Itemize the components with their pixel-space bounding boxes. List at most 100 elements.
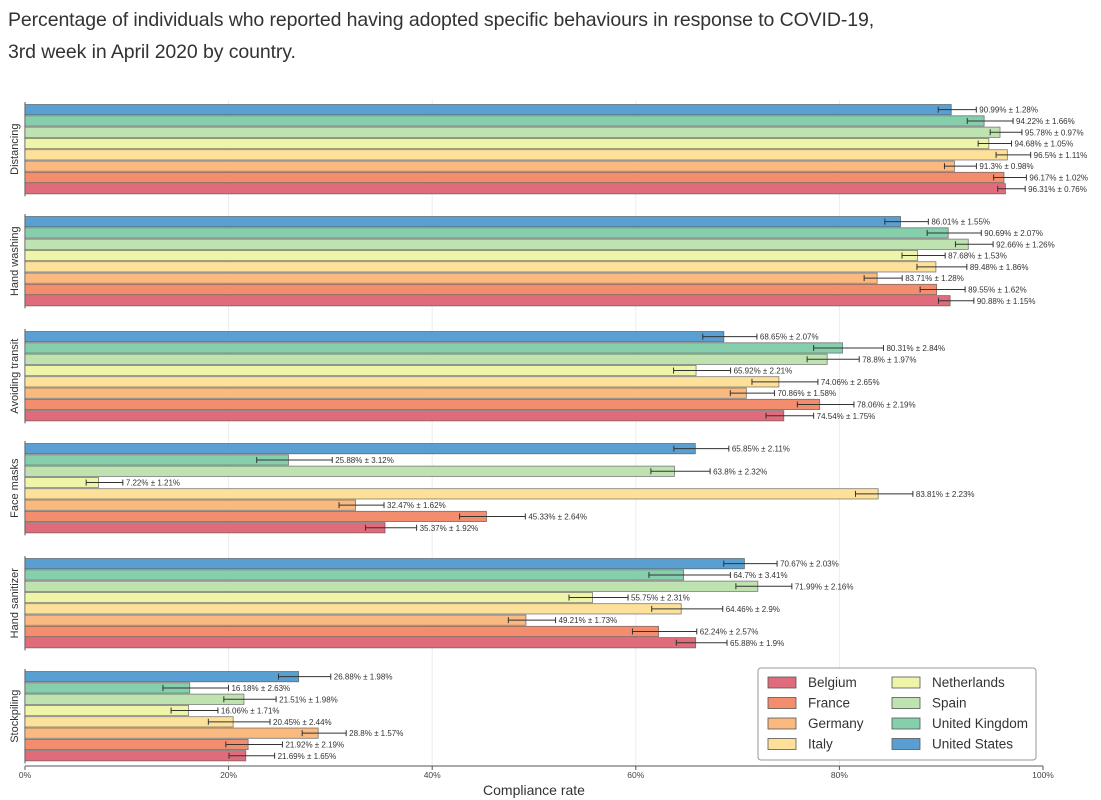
bar-face-masks-italy [24,488,879,500]
bar-hand-washing-italy [24,261,937,273]
data-label: 92.66% ± 1.26% [996,240,1055,249]
legend-label: United Kingdom [932,716,1028,731]
bar-group-germany: 70.86% ± 1.58% [24,387,836,399]
bar-distancing-france [24,171,1005,184]
legend-item-netherlands: Netherlands [891,675,1005,690]
bar-group-belgium: 96.31% ± 0.76% [24,183,1087,195]
legend-swatch [891,697,921,709]
bar-distancing-united-kingdom [24,115,985,127]
data-label: 21.69% ± 1.65% [278,752,337,761]
panel-label-avoiding-transit: Avoiding transit [9,339,21,414]
bar-group-france: 89.55% ± 1.62% [24,283,1027,295]
data-label: 49.21% ± 1.73% [559,616,618,625]
bar-hand-sanitizer-netherlands [24,592,593,604]
legend: Belgium France Germany Italy Netherlands Spai… [757,667,1037,761]
data-label: 94.22% ± 1.66% [1016,117,1075,126]
bar-group-italy: 83.81% ± 2.23% [24,488,975,500]
data-label: 78.06% ± 2.19% [857,400,916,409]
bar-group-netherlands: 16.06% ± 1.71% [24,705,280,717]
bar-hand-washing-united-kingdom [24,227,949,239]
bar-hand-sanitizer-france [24,625,660,637]
chart-title-line-1: Percentage of individuals who reported h… [8,9,875,31]
legend-swatch [767,738,797,750]
data-label: 94.68% ± 1.05% [1015,140,1074,149]
panel-distancing: Distancing 90.99% ± 1.28% 94.22% ± 1.66% 95… [9,102,1088,197]
legend-label: France [808,696,850,711]
data-label: 64.7% ± 3.41% [733,571,787,580]
bar-hand-sanitizer-united-states [24,558,745,570]
data-label: 62.24% ± 2.57% [700,627,759,636]
legend-label: Spain [932,696,967,711]
bar-group-united-kingdom: 64.7% ± 3.41% [24,569,788,581]
data-label: 87.68% ± 1.53% [948,252,1007,261]
bar-group-belgium: 21.69% ± 1.65% [24,750,337,762]
legend-swatch [891,717,921,730]
bar-group-belgium: 74.54% ± 1.75% [24,410,876,422]
data-label: 63.8% ± 2.32% [713,467,767,476]
data-label: 80.31% ± 2.84% [886,344,945,353]
bar-avoiding-transit-belgium [24,410,785,422]
bar-group-germany: 28.8% ± 1.57% [24,727,403,739]
grid-lines [228,100,840,766]
legend-item-italy: Italy [767,737,833,752]
data-label: 91.3% ± 0.98% [979,162,1033,171]
data-label: 21.51% ± 1.98% [279,695,338,704]
data-label: 16.18% ± 2.63% [231,684,290,693]
bar-stockpiling-netherlands [24,705,189,717]
bar-hand-sanitizer-belgium [24,637,697,649]
bar-stockpiling-belgium [24,750,247,762]
panel-label-stockpiling: Stockpiling [9,690,21,743]
data-label: 26.88% ± 1.98% [334,673,393,682]
data-label: 90.99% ± 1.28% [979,106,1038,115]
data-label: 96.31% ± 0.76% [1028,185,1087,194]
legend-item-united-states: United States [891,737,1013,752]
x-tick-label: 0% [19,770,32,780]
panel-face-masks: Face masks 65.85% ± 2.11% 25.88% ± 3.12% 63… [9,441,975,536]
bar-distancing-netherlands [24,137,990,150]
bar-hand-sanitizer-united-kingdom [24,569,685,581]
panel-label-hand-washing: Hand washing [9,226,21,296]
bar-group-netherlands: 87.68% ± 1.53% [24,249,1007,262]
bar-group-spain: 63.8% ± 2.32% [24,465,767,477]
legend-label: United States [932,737,1013,752]
bar-avoiding-transit-italy [24,376,780,388]
data-label: 83.81% ± 2.23% [916,490,975,499]
panel-label-face-masks: Face masks [9,458,21,518]
bar-group-spain: 95.78% ± 0.97% [24,126,1084,138]
x-axis: 0% 20% 40% 60% 80% 100% Compliance rate [19,765,1054,798]
data-label: 21.92% ± 2.19% [285,740,344,749]
data-label: 74.54% ± 1.75% [817,412,876,421]
bar-group-france: 21.92% ± 2.19% [24,738,344,750]
bar-stockpiling-italy [24,716,234,728]
panel-label-hand-sanitizer: Hand sanitizer [9,568,21,639]
x-tick-label: 40% [424,770,441,780]
bar-group-germany: 83.71% ± 1.28% [24,272,964,284]
bar-group-united-kingdom: 94.22% ± 1.66% [24,115,1075,127]
bar-group-france: 45.33% ± 2.64% [24,510,587,522]
legend-item-france: France [767,696,850,711]
data-label: 96.17% ± 1.02% [1029,173,1088,182]
data-label: 32.47% ± 1.62% [387,501,446,510]
data-label: 70.86% ± 1.58% [777,389,836,398]
data-label: 96.5% ± 1.11% [1034,151,1088,160]
bar-hand-sanitizer-italy [24,603,682,615]
bar-face-masks-france [24,510,487,522]
bar-group-italy: 96.5% ± 1.11% [24,149,1088,161]
bar-stockpiling-france [24,738,249,750]
data-label: 90.88% ± 1.15% [977,297,1036,306]
bar-group-united-states: 86.01% ± 1.55% [24,216,990,228]
panel-hand-washing: Hand washing 86.01% ± 1.55% 90.69% ± 2.07%… [9,214,1055,309]
bar-distancing-belgium [24,183,1006,195]
bar-group-italy: 74.06% ± 2.65% [24,376,880,388]
bar-hand-washing-germany [24,272,878,284]
bar-group-united-states: 70.67% ± 2.03% [24,558,839,570]
bar-group-united-states: 68.65% ± 2.07% [24,331,819,343]
data-label: 86.01% ± 1.55% [931,218,990,227]
bar-group-united-kingdom: 25.88% ± 3.12% [24,454,394,466]
bar-face-masks-belgium [24,522,386,534]
bar-group-netherlands: 55.75% ± 2.31% [24,592,690,604]
bar-group-belgium: 65.88% ± 1.9% [24,637,784,649]
bar-distancing-united-states [24,104,952,116]
bar-distancing-germany [24,160,955,172]
bar-group-france: 96.17% ± 1.02% [24,171,1088,184]
